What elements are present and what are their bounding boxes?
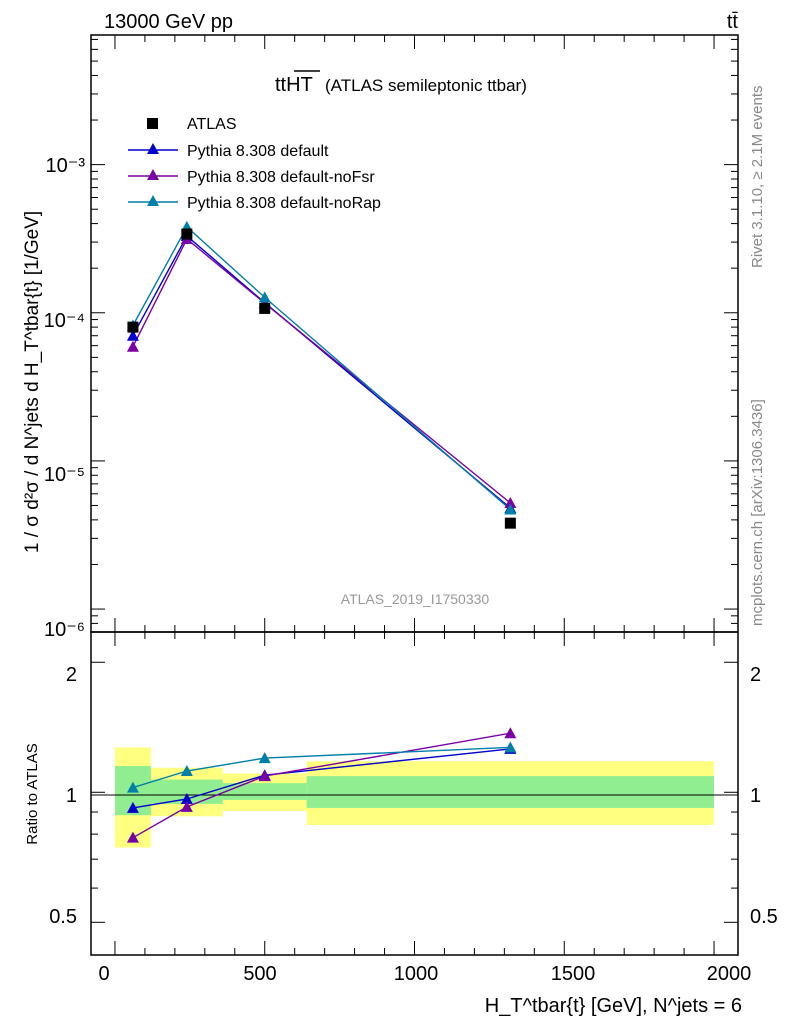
xtick-label-0: 0 — [98, 963, 109, 985]
ratio-series-point-3 — [126, 781, 139, 793]
ratio-series-layer — [126, 727, 517, 843]
main-ylabel: 1 / σ d²σ / d N^jets d H_T^tbar{t} [1/Ge… — [22, 211, 43, 553]
ratio-series-point-1 — [180, 792, 193, 804]
ratio-axis-ticks — [91, 632, 738, 955]
legend-marker-default — [147, 143, 159, 154]
rivet-version-label: Rivet 3.1.10, ≥ 2.1M events — [749, 86, 766, 269]
main-series-point-3 — [504, 503, 517, 515]
atlas-data-point — [181, 228, 193, 240]
atlas-data-point — [504, 517, 516, 529]
main-series-layer — [126, 220, 517, 529]
header-left-label: 13000 GeV pp — [104, 11, 233, 33]
chart-title-ht: HT — [286, 74, 313, 96]
legend-label-default: Pythia 8.308 default — [187, 143, 329, 160]
ratio-series-point-2 — [258, 770, 271, 782]
ratio-band-stat — [222, 783, 307, 800]
xtick-label-2000: 2000 — [707, 963, 752, 985]
ratio-series-line-1 — [132, 748, 511, 809]
ratio-series-point-3 — [504, 741, 517, 753]
main-axis-ticks — [91, 35, 738, 633]
atlas-data-point — [259, 302, 271, 314]
ratio-ytick-label-2-right: 2 — [750, 664, 761, 686]
xtick-label-1000: 1000 — [394, 963, 439, 985]
chart-title: ttHT (ATLAS semileptonic ttbar) — [275, 70, 527, 96]
header-right-label: tt̄ — [727, 11, 739, 33]
xtick-labels: 0 500 1000 1500 2000 — [98, 963, 751, 985]
ratio-series-line-2 — [132, 732, 511, 839]
ratio-frame — [90, 631, 739, 956]
ratio-series-point-2 — [180, 800, 193, 812]
main-series-point-3 — [258, 291, 271, 303]
ytick-label-1e-3: 10⁻³ — [46, 155, 86, 177]
ratio-ylabel: Ratio to ATLAS — [24, 743, 41, 844]
legend-label-nofsr: Pythia 8.308 default-noFsr — [187, 169, 375, 186]
chart-subtitle: (ATLAS semileptonic ttbar) — [325, 76, 527, 95]
analysis-watermark: ATLAS_2019_I1750330 — [341, 591, 490, 607]
ratio-ytick-label-0.5: 0.5 — [49, 906, 77, 928]
legend-marker-norap — [147, 195, 159, 206]
main-series-line-1 — [132, 234, 511, 509]
ratio-ytick-label-2: 2 — [66, 664, 77, 686]
main-series-line-2 — [132, 237, 511, 504]
ytick-label-1e-5: 10⁻⁵ — [44, 464, 85, 486]
ratio-series-point-2 — [126, 831, 139, 843]
xlabel: H_T^tbar{t} [GeV], N^jets = 6 — [485, 995, 742, 1017]
main-series-point-1 — [126, 329, 139, 341]
ratio-ytick-label-1: 1 — [66, 785, 77, 807]
legend-label-atlas: ATLAS — [187, 116, 237, 133]
main-ytick-labels: 10⁻³ 10⁻⁴ 10⁻⁵ 10⁻⁶ — [44, 155, 86, 641]
ratio-series-point-3 — [258, 752, 271, 764]
chart-title-main: ttHT — [275, 74, 313, 96]
ratio-ytick-labels-right: 2 1 0.5 — [750, 664, 778, 928]
xtick-label-500: 500 — [243, 963, 276, 985]
legend-marker-atlas — [147, 118, 158, 129]
ytick-label-1e-6: 10⁻⁶ — [44, 619, 85, 641]
ratio-series-line-3 — [132, 746, 511, 789]
ratio-series-point-2 — [504, 727, 517, 739]
ratio-ytick-label-0.5-right: 0.5 — [750, 906, 778, 928]
atlas-data-point — [127, 321, 139, 333]
chart-title-tt: tt — [275, 74, 287, 96]
main-series-line-3 — [132, 225, 511, 511]
legend-label-norap: Pythia 8.308 default-noRap — [187, 195, 381, 212]
mcplots-label: mcplots.cern.ch [arXiv:1306.3436] — [749, 399, 766, 626]
ratio-band-stat — [306, 776, 715, 808]
legend-marker-nofsr — [147, 169, 159, 180]
ytick-label-1e-4: 10⁻⁴ — [44, 310, 85, 332]
ratio-bands-layer — [114, 747, 715, 848]
main-series-point-2 — [504, 496, 517, 508]
xtick-label-1500: 1500 — [551, 963, 596, 985]
legend: ATLAS Pythia 8.308 default Pythia 8.308 … — [128, 116, 381, 212]
main-series-point-2 — [126, 340, 139, 352]
ratio-ytick-label-1-right: 1 — [750, 785, 761, 807]
ratio-series-point-1 — [126, 801, 139, 813]
ratio-series-point-3 — [180, 765, 193, 777]
ratio-panel: 2 1 0.5 2 1 0.5 Ratio to ATLAS 0 500 100… — [24, 631, 778, 1017]
ratio-ytick-labels-left: 2 1 0.5 — [49, 664, 77, 928]
main-panel: 10⁻³ 10⁻⁴ 10⁻⁵ 10⁻⁶ 1 / σ d²σ / d N^jets… — [22, 34, 739, 641]
